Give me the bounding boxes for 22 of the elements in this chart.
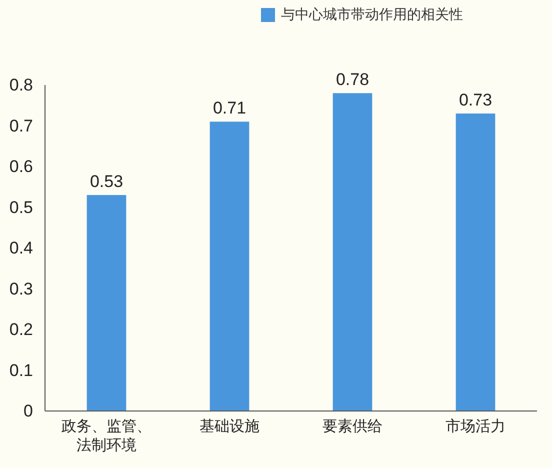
data-label: 0.71 (212, 98, 246, 118)
data-label: 0.78 (336, 70, 370, 90)
bar (456, 114, 496, 411)
data-label: 0.53 (90, 172, 124, 192)
legend-label: 与中心城市带动作用的相关性 (281, 6, 463, 24)
y-tick-label: 0 (24, 402, 33, 420)
bar (332, 93, 372, 411)
x-tick-label: 要素供给 (321, 418, 384, 437)
x-tick-label: 基础设施 (198, 418, 260, 437)
data-label: 0.73 (458, 90, 492, 110)
y-tick-label: 0.1 (9, 360, 33, 380)
y-tick-label: 0.5 (9, 198, 33, 217)
x-tick-label: 市场活力 (444, 418, 506, 437)
y-tick-label: 0.7 (9, 116, 33, 136)
y-tick-label: 0.8 (9, 76, 33, 94)
x-tick-label: 政务、监管、法制环境 (60, 418, 152, 456)
bar (210, 122, 250, 411)
y-tick-label: 0.4 (9, 238, 33, 258)
y-tick-label: 0.2 (9, 320, 33, 339)
bar (86, 195, 126, 411)
y-tick-label: 0.6 (9, 157, 33, 176)
y-tick-label: 0.3 (9, 279, 33, 298)
